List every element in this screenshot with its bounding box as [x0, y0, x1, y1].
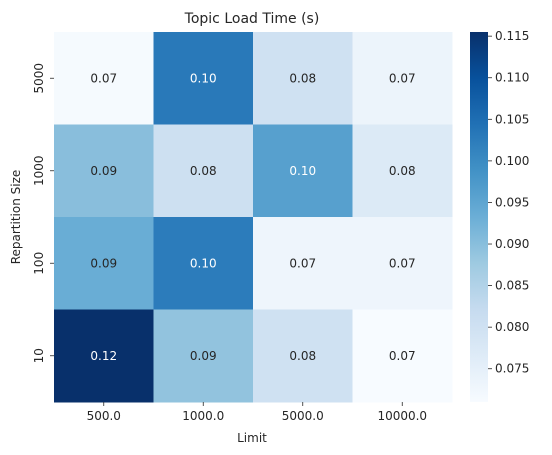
heatmap-cell-5000-500.0 — [54, 32, 154, 125]
x-axis-label: Limit — [237, 431, 267, 445]
colorbar-tick-label: 0.085 — [495, 279, 529, 293]
cell-value-label: 0.08 — [289, 71, 316, 85]
heatmap-cell-1000-500.0 — [54, 124, 154, 218]
heatmap-cells — [54, 32, 453, 403]
y-axis-label: Repartition Size — [9, 170, 23, 265]
x-tick-label: 1000.0 — [182, 409, 224, 423]
heatmap-cell-10-500.0 — [54, 309, 154, 403]
colorbar-tick-label: 0.075 — [495, 362, 529, 376]
heatmap-cell-100-10000.0 — [352, 217, 453, 310]
colorbar-tick-label: 0.080 — [495, 320, 529, 334]
y-axis-ticks: 5000 1000 100 10 — [32, 63, 54, 363]
y-tick-label: 5000 — [32, 63, 46, 94]
colorbar-tick-label: 0.100 — [495, 154, 529, 168]
heatmap-cell-1000-10000.0 — [352, 124, 453, 218]
x-tick-label: 500.0 — [87, 409, 121, 423]
heatmap-cell-10-1000.0 — [153, 309, 254, 403]
cell-value-label: 0.10 — [289, 164, 316, 178]
cell-value-label: 0.09 — [90, 256, 117, 270]
colorbar-tick-label: 0.090 — [495, 237, 529, 251]
cell-value-label: 0.09 — [190, 349, 217, 363]
heatmap-cell-1000-1000.0 — [153, 124, 254, 218]
colorbar-tick-label: 0.095 — [495, 195, 529, 209]
y-tick-label: 1000 — [32, 155, 46, 186]
x-axis-ticks: 500.0 1000.0 5000.0 10000.0 — [87, 402, 427, 423]
heatmap-cell-5000-10000.0 — [352, 32, 453, 125]
cell-value-label: 0.07 — [389, 349, 416, 363]
cell-value-label: 0.12 — [90, 349, 117, 363]
cell-value-label: 0.08 — [190, 164, 217, 178]
heatmap-cell-1000-5000.0 — [253, 124, 353, 218]
colorbar-tick-label: 0.115 — [495, 29, 529, 43]
x-tick-label: 5000.0 — [282, 409, 324, 423]
heatmap-cell-5000-5000.0 — [253, 32, 353, 125]
y-tick-label: 100 — [32, 252, 46, 275]
chart-title: Topic Load Time (s) — [184, 11, 320, 27]
cell-value-label: 0.07 — [389, 71, 416, 85]
cell-value-label: 0.07 — [289, 256, 316, 270]
heatmap-cell-100-1000.0 — [153, 217, 254, 310]
heatmap-cell-100-5000.0 — [253, 217, 353, 310]
cell-value-label: 0.08 — [389, 164, 416, 178]
cell-value-label: 0.10 — [190, 71, 217, 85]
colorbar-tick-label: 0.110 — [495, 71, 529, 85]
cell-value-label: 0.09 — [90, 164, 117, 178]
heatmap-cell-5000-1000.0 — [153, 32, 254, 125]
x-tick-label: 10000.0 — [377, 409, 427, 423]
heatmap-cell-100-500.0 — [54, 217, 154, 310]
heatmap-cell-10-5000.0 — [253, 309, 353, 403]
cell-value-label: 0.07 — [389, 256, 416, 270]
colorbar-ticks: 0.075 0.080 0.085 0.090 0.095 0.100 0.105 0.110… — [488, 29, 529, 376]
cell-value-label: 0.07 — [90, 71, 117, 85]
heatmap-cell-labels: 0.07 0.10 0.08 0.07 0.09 0.08 0.10 0.08 0.09 0.10… — [90, 71, 415, 363]
cell-value-label: 0.08 — [289, 349, 316, 363]
y-tick-label: 10 — [32, 348, 46, 363]
cell-value-label: 0.10 — [190, 256, 217, 270]
colorbar — [470, 32, 488, 402]
colorbar-tick-label: 0.105 — [495, 112, 529, 126]
heatmap-cell-10-10000.0 — [352, 309, 453, 403]
